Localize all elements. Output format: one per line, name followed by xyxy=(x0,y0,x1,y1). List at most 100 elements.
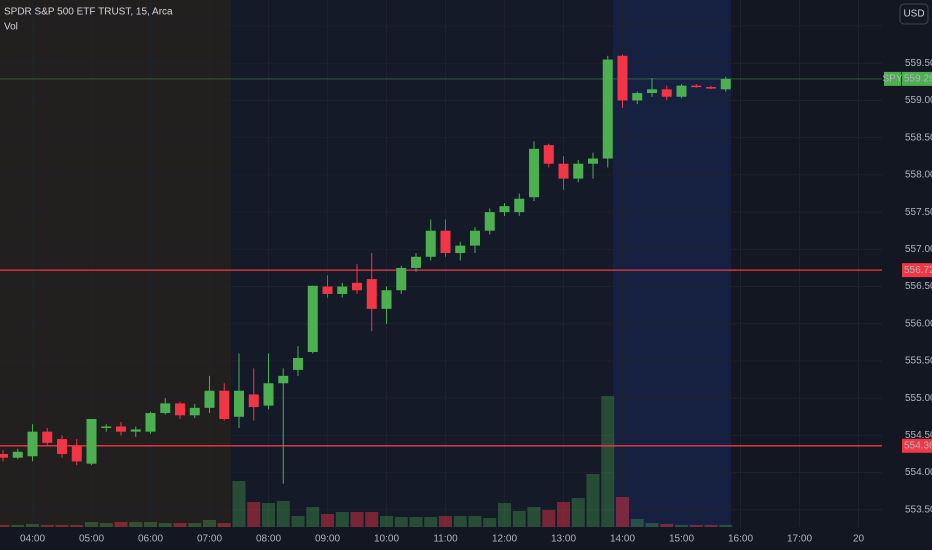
x-tick-label: 07:00 xyxy=(197,534,222,545)
time-axis xyxy=(0,527,882,550)
candle-body xyxy=(12,451,23,458)
candle-body xyxy=(647,89,657,94)
candle-body xyxy=(366,279,377,309)
volume-bar xyxy=(26,524,39,527)
y-tick-label: 555.00 xyxy=(905,393,932,404)
volume-bar xyxy=(675,525,688,527)
candle-body xyxy=(116,426,126,432)
candle-body xyxy=(204,390,215,408)
candle-body xyxy=(71,446,82,462)
volume-bar xyxy=(394,517,408,527)
volume-bar xyxy=(380,516,393,527)
volume-bar xyxy=(114,522,128,527)
candle-body xyxy=(307,285,318,353)
level-tag-label: 556.72 xyxy=(904,265,932,276)
currency-button[interactable] xyxy=(899,3,929,25)
level-tag xyxy=(902,263,932,278)
volume-bar xyxy=(468,516,482,527)
volume-bar xyxy=(483,518,497,527)
level-tag-label: 554.36 xyxy=(904,440,932,451)
volume-bar xyxy=(645,523,659,527)
symbol-tag-label: SPY xyxy=(882,74,902,85)
candle-body xyxy=(160,403,171,414)
volume-label: Vol xyxy=(4,22,18,33)
candle-body xyxy=(189,407,200,416)
volume-bar xyxy=(616,497,629,527)
volume-bar xyxy=(188,523,202,527)
chart-title: SPDR S&P 500 ETF TRUST, 15, Arca xyxy=(4,7,173,18)
y-tick-label: 554.50 xyxy=(905,430,932,441)
volume-bar xyxy=(557,502,570,527)
volume-bar xyxy=(660,524,674,527)
volume-bar xyxy=(232,481,246,527)
candle-body xyxy=(57,439,67,454)
candle-body xyxy=(263,383,274,406)
volume-bar xyxy=(306,507,320,527)
candle-body xyxy=(676,85,687,97)
candle-body xyxy=(130,429,141,432)
volume-bar xyxy=(276,501,290,527)
volume-bar xyxy=(144,522,157,527)
volume-bar xyxy=(173,523,187,527)
candle-body xyxy=(425,230,436,257)
volume-bar xyxy=(704,525,718,527)
candle-body xyxy=(42,431,53,443)
candle-body xyxy=(573,163,584,179)
volume-bar xyxy=(719,525,733,527)
volume-bar xyxy=(0,525,10,527)
candle-body xyxy=(455,245,466,254)
x-tick-label: 05:00 xyxy=(79,534,104,545)
volume-bar xyxy=(571,498,585,527)
candle-body xyxy=(558,163,569,179)
x-tick-label: 20 xyxy=(853,534,865,545)
x-tick-label: 04:00 xyxy=(20,534,45,545)
candle-body xyxy=(588,158,598,164)
volume-bar xyxy=(601,396,615,527)
volume-bar xyxy=(217,523,231,527)
premarket-session xyxy=(0,0,231,527)
y-tick-label: 556.00 xyxy=(905,318,932,329)
volume-bar xyxy=(55,525,69,527)
candle-body xyxy=(470,230,480,246)
candle-body xyxy=(293,357,303,370)
y-tick-label: 559.00 xyxy=(905,95,932,106)
volume-bar xyxy=(321,514,334,527)
candle-body xyxy=(381,290,392,309)
last-price-tag xyxy=(902,71,932,86)
candle-body xyxy=(484,212,495,231)
candle-body xyxy=(440,230,451,254)
volume-bar xyxy=(527,507,541,527)
volume-bar xyxy=(453,516,467,527)
candle-body xyxy=(337,286,348,294)
candle-body xyxy=(248,394,259,408)
level-tag xyxy=(902,438,932,453)
x-tick-label: 14:00 xyxy=(610,534,635,545)
volume-bar xyxy=(40,525,54,527)
volume-bar xyxy=(439,516,452,527)
volume-bar xyxy=(158,523,172,527)
x-tick-label: 06:00 xyxy=(138,534,163,545)
candle-body xyxy=(529,148,539,198)
candle-body xyxy=(27,431,38,457)
volume-bar xyxy=(365,512,379,527)
volume-bar xyxy=(262,503,275,527)
volume-bar xyxy=(689,525,703,527)
currency-label[interactable]: USD xyxy=(903,9,924,20)
volume-bar xyxy=(85,522,98,527)
volume-bar xyxy=(542,510,556,527)
x-tick-label: 13:00 xyxy=(551,534,576,545)
candle-body xyxy=(234,390,244,417)
candle-body xyxy=(720,78,731,90)
y-tick-label: 554.00 xyxy=(905,467,932,478)
volume-bar xyxy=(129,522,143,527)
volume-bar xyxy=(409,517,423,527)
candle-body xyxy=(352,282,362,291)
y-tick-label: 557.50 xyxy=(905,207,932,218)
volume-bar xyxy=(247,502,261,527)
y-tick-label: 558.00 xyxy=(905,170,932,181)
candle-body xyxy=(691,85,702,88)
volume-bar xyxy=(350,512,364,527)
candle-body xyxy=(499,206,510,213)
x-tick-label: 09:00 xyxy=(315,534,340,545)
candle-body xyxy=(278,375,289,384)
